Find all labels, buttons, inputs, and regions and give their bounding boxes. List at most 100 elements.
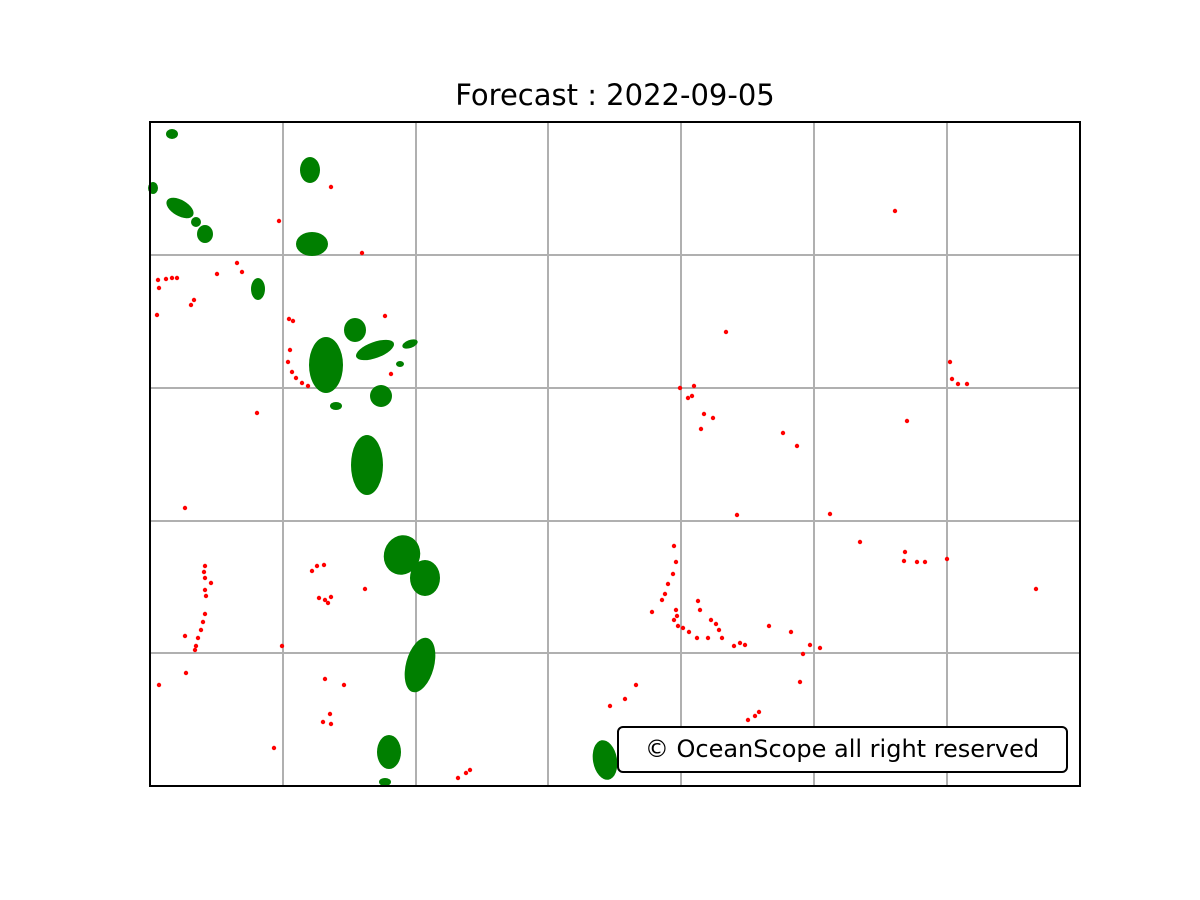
credit-text: © OceanScope all right reserved [645,735,1039,763]
island [383,535,421,575]
island [309,337,343,393]
observation-dot [202,575,208,581]
observation-dot [902,549,908,555]
island [251,278,265,300]
observation-dot [752,713,758,719]
map-title: Forecast : 2022-09-05 [455,78,774,112]
observation-dot [689,393,695,399]
observation-dot [904,418,910,424]
observation-dot [169,275,175,281]
observation-dot [174,275,180,281]
observation-dot [807,642,813,648]
observation-dot [766,623,772,629]
islands [148,129,618,786]
observation-dot [234,260,240,266]
observation-dot [156,285,162,291]
observation-dot [716,627,722,633]
observation-dot [214,271,220,277]
observation-dot [192,647,198,653]
island [351,435,383,495]
observation-dot [800,651,806,657]
observation-dot [708,617,714,623]
observation-dot [901,558,907,564]
observation-dot [198,627,204,633]
observation-dot [964,381,970,387]
observation-dot [817,645,823,651]
observation-dot [713,621,719,627]
observation-dot [922,559,928,565]
observation-dot [155,277,161,283]
observation-dot [327,711,333,717]
observation-dot [780,430,786,436]
observation-dot [202,587,208,593]
observation-dot [723,329,729,335]
observation-dot [731,643,737,649]
observation-dot [202,563,208,569]
observation-dot [362,586,368,592]
observation-dot [673,559,679,565]
observation-dot [293,375,299,381]
observation-dot [359,250,365,256]
observation-dot [239,269,245,275]
observation-dot [794,443,800,449]
observation-dot [662,591,668,597]
observation-dot [797,679,803,685]
observation-dot [622,696,628,702]
observation-dot [607,703,613,709]
observation-dot [203,593,209,599]
observation-dot [467,767,473,773]
observation-dot [328,594,334,600]
island [356,339,394,361]
observation-dot [695,598,701,604]
observation-dot [183,670,189,676]
island [377,735,401,769]
graticule [150,122,1080,786]
island [166,197,194,219]
island [191,217,201,227]
observation-dot [710,415,716,421]
observation-dot [674,613,680,619]
observation-dot [694,635,700,641]
observation-dot [742,642,748,648]
observation-dot [680,625,686,631]
observation-dot [314,563,320,569]
observation-dot [671,543,677,549]
observation-dot [287,347,293,353]
observation-dot [659,597,665,603]
observation-dot [154,312,160,318]
island [592,740,618,780]
observation-dot [254,410,260,416]
observation-dot [671,617,677,623]
observation-dot [633,682,639,688]
observation-dot [320,719,326,725]
observation-dot [788,629,794,635]
observation-dot [756,709,762,715]
observation-dot [892,208,898,214]
observation-dot [163,276,169,282]
observation-dot [949,376,955,382]
observation-dot [827,511,833,517]
observation-dot [701,411,707,417]
map-frame [149,121,1081,787]
island [197,225,213,243]
observation-dot [857,539,863,545]
observation-dot [328,721,334,727]
observation-dot [316,595,322,601]
island [344,318,366,342]
observation-dot [322,676,328,682]
island [402,339,418,349]
observation-dot [734,512,740,518]
observation-dot [691,383,697,389]
observation-dot [289,369,295,375]
observation-dot [299,380,305,386]
observation-dot [388,371,394,377]
island [300,157,320,183]
observation-dot [328,184,334,190]
observation-dot [675,623,681,629]
observation-dot [947,359,953,365]
island [330,402,342,410]
observation-dot [697,607,703,613]
observation-dot [914,559,920,565]
credit-box [617,726,1068,773]
